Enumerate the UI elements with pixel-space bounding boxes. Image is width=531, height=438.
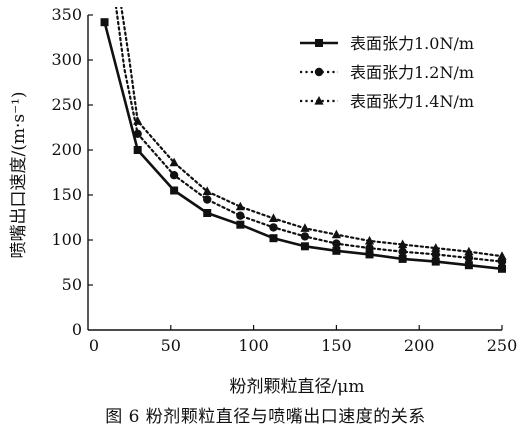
data-point xyxy=(300,223,310,232)
legend-label: 表面张力1.2N/m xyxy=(350,63,474,82)
data-point xyxy=(133,146,142,154)
x-tick-label: 100 xyxy=(238,336,269,355)
data-point xyxy=(365,250,374,259)
y-tick-label: 250 xyxy=(51,95,82,114)
data-point xyxy=(169,171,179,180)
data-point xyxy=(236,211,245,220)
data-point xyxy=(398,239,408,249)
y-tick-label: 50 xyxy=(62,275,82,294)
data-point xyxy=(268,213,279,222)
y-tick-label: 200 xyxy=(51,140,82,159)
data-point xyxy=(464,261,473,270)
x-tick-label: 250 xyxy=(487,336,518,355)
data-point xyxy=(300,232,310,241)
legend-marker xyxy=(314,96,324,105)
legend-marker xyxy=(314,67,324,77)
data-point xyxy=(464,253,474,263)
y-tick-label: 150 xyxy=(51,185,82,204)
series-1 xyxy=(100,18,506,273)
y-axis-title: 喷嘴出口速度/(m·s⁻¹) xyxy=(9,91,29,258)
data-point xyxy=(398,247,407,256)
y-tick-label: 300 xyxy=(51,50,82,69)
y-tick-label: 100 xyxy=(51,230,82,249)
series-3 xyxy=(120,7,507,260)
x-tick-label: 0 xyxy=(89,336,99,355)
x-tick-label: 150 xyxy=(321,336,352,355)
data-point xyxy=(269,223,278,232)
data-point xyxy=(100,18,109,27)
data-point xyxy=(235,201,245,211)
x-tick-label: 200 xyxy=(404,336,435,355)
data-point xyxy=(331,229,341,239)
data-point xyxy=(464,246,474,256)
data-point xyxy=(133,116,143,125)
data-point xyxy=(170,186,179,195)
chart: 0 50 100 150 200 250 300 350 0 50 100 150 200 250 表面张… xyxy=(9,5,517,397)
data-point xyxy=(269,234,278,243)
data-point xyxy=(398,254,407,263)
y-tick-label: 0 xyxy=(72,320,82,339)
data-point xyxy=(169,157,179,167)
legend-label: 表面张力1.0N/m xyxy=(350,34,474,53)
data-point xyxy=(364,235,375,245)
legend-label: 表面张力1.4N/m xyxy=(350,92,474,111)
series-line xyxy=(114,7,504,263)
data-point xyxy=(332,246,341,255)
data-point xyxy=(203,195,212,204)
data-point xyxy=(332,239,341,248)
series-marks xyxy=(100,7,507,273)
data-point xyxy=(202,186,212,195)
legend-marker xyxy=(315,39,323,47)
data-point xyxy=(431,243,441,252)
series-line xyxy=(120,7,504,258)
data-point xyxy=(431,250,440,259)
x-axis-title: 粉剂颗粒直径/μm xyxy=(230,377,365,397)
legend: 表面张力1.0N/m 表面张力1.2N/m 表面张力1.4N/m xyxy=(300,34,474,111)
data-point xyxy=(133,129,142,138)
figure-caption: 图 6 粉剂颗粒直径与喷嘴出口速度的关系 xyxy=(105,407,426,427)
y-tick-label: 350 xyxy=(51,5,82,24)
data-point xyxy=(497,251,507,260)
x-tick-label: 50 xyxy=(161,336,181,355)
data-point xyxy=(365,243,374,253)
data-point xyxy=(300,242,309,251)
axes: 0 50 100 150 200 250 300 350 0 50 100 150 200 250 xyxy=(51,5,517,355)
data-point xyxy=(431,257,440,266)
data-point xyxy=(236,220,245,229)
data-point xyxy=(498,264,506,273)
data-point xyxy=(203,209,212,217)
